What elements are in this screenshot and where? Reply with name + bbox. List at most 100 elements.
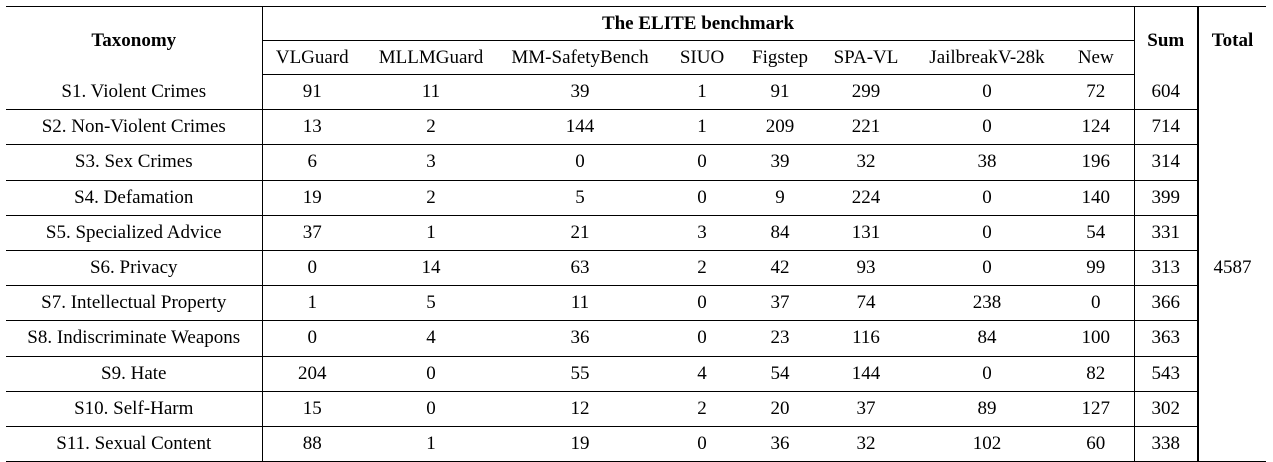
count-cell: 0 xyxy=(660,144,744,181)
count-cell: 91 xyxy=(262,74,362,111)
sum-cell: 313 xyxy=(1134,250,1200,287)
table-row: S6. Privacy 0 14 63 2 42 93 0 99 313 xyxy=(6,250,1266,287)
count-cell: 1 xyxy=(262,285,362,322)
count-cell: 39 xyxy=(744,144,816,181)
count-cell: 196 xyxy=(1058,144,1135,181)
taxonomy-label: S9. Hate xyxy=(6,356,263,392)
count-cell: 127 xyxy=(1058,391,1135,427)
count-cell: 0 xyxy=(262,250,362,287)
count-cell: 93 xyxy=(816,250,916,287)
count-cell: 20 xyxy=(744,391,816,427)
count-cell: 9 xyxy=(744,180,816,216)
count-cell: 37 xyxy=(744,285,816,322)
count-cell: 37 xyxy=(262,215,362,251)
count-cell: 2 xyxy=(362,180,500,216)
taxonomy-label: S4. Defamation xyxy=(6,180,263,216)
table-row: S7. Intellectual Property 1 5 11 0 37 74 238 0 36… xyxy=(6,285,1266,322)
count-cell: 0 xyxy=(660,180,744,216)
table-row: S2. Non-Violent Crimes 13 2 144 1 209 221 0 124 7… xyxy=(6,109,1266,146)
count-cell: 0 xyxy=(916,215,1058,251)
count-cell: 32 xyxy=(816,144,916,181)
count-cell: 0 xyxy=(500,144,660,181)
count-cell: 12 xyxy=(500,391,660,427)
taxonomy-label: S11. Sexual Content xyxy=(6,426,263,462)
count-cell: 13 xyxy=(262,109,362,146)
count-cell: 2 xyxy=(660,250,744,287)
count-cell: 1 xyxy=(660,109,744,146)
sum-cell: 363 xyxy=(1134,320,1200,357)
count-cell: 60 xyxy=(1058,426,1135,462)
count-cell: 88 xyxy=(262,426,362,462)
table-row: S8. Indiscriminate Weapons 0 4 36 0 23 116 84 10… xyxy=(6,320,1266,357)
source-header-new: New xyxy=(1058,41,1135,75)
count-cell: 0 xyxy=(362,391,500,427)
count-cell: 84 xyxy=(744,215,816,251)
count-cell: 1 xyxy=(362,215,500,251)
total-header: Total xyxy=(1198,6,1267,75)
sum-cell: 302 xyxy=(1134,391,1200,427)
count-cell: 0 xyxy=(916,74,1058,111)
sum-cell: 314 xyxy=(1134,144,1200,181)
sum-cell: 399 xyxy=(1134,180,1200,216)
taxonomy-label: S1. Violent Crimes xyxy=(6,74,263,111)
source-header-mllmguard: MLLMGuard xyxy=(362,41,500,75)
count-cell: 0 xyxy=(1058,285,1135,322)
count-cell: 54 xyxy=(1058,215,1135,251)
taxonomy-label: S10. Self-Harm xyxy=(6,391,263,427)
count-cell: 23 xyxy=(744,320,816,357)
table-row: S9. Hate 204 0 55 4 54 144 0 82 543 xyxy=(6,356,1266,392)
count-cell: 39 xyxy=(500,74,660,111)
taxonomy-label: S8. Indiscriminate Weapons xyxy=(6,320,263,357)
source-header-mm-safetybench: MM-SafetyBench xyxy=(500,41,660,75)
count-cell: 131 xyxy=(816,215,916,251)
table-row: S1. Violent Crimes 91 11 39 1 91 299 0 72 604 4587 xyxy=(6,74,1267,462)
count-cell: 221 xyxy=(816,109,916,146)
count-cell: 224 xyxy=(816,180,916,216)
sum-cell: 714 xyxy=(1134,109,1200,146)
count-cell: 144 xyxy=(816,356,916,392)
count-cell: 91 xyxy=(744,74,816,111)
table-row: S11. Sexual Content 88 1 19 0 36 32 102 60 338 xyxy=(6,426,1266,462)
count-cell: 19 xyxy=(500,426,660,462)
count-cell: 5 xyxy=(362,285,500,322)
benchmark-group-rule xyxy=(262,40,1134,41)
benchmark-group-title: The ELITE benchmark xyxy=(601,13,795,34)
count-cell: 63 xyxy=(500,250,660,287)
sum-cell: 331 xyxy=(1134,215,1200,251)
sum-cell: 604 xyxy=(1134,74,1200,111)
count-cell: 82 xyxy=(1058,356,1135,392)
count-cell: 36 xyxy=(744,426,816,462)
taxonomy-header: Taxonomy xyxy=(6,6,263,75)
count-cell: 140 xyxy=(1058,180,1135,216)
count-cell: 0 xyxy=(660,285,744,322)
table-row: S4. Defamation 19 2 5 0 9 224 0 140 399 xyxy=(6,180,1266,216)
count-cell: 11 xyxy=(362,74,500,111)
count-cell: 84 xyxy=(916,320,1058,357)
count-cell: 116 xyxy=(816,320,916,357)
source-header-row: VLGuard MLLMGuard MM-SafetyBench SIUO Figste… xyxy=(6,41,1266,75)
count-cell: 4 xyxy=(660,356,744,392)
taxonomy-label: S2. Non-Violent Crimes xyxy=(6,109,263,146)
sum-cell: 543 xyxy=(1134,356,1200,392)
count-cell: 54 xyxy=(744,356,816,392)
benchmark-group-header: The ELITE benchmark xyxy=(262,6,1135,41)
count-cell: 19 xyxy=(262,180,362,216)
count-cell: 6 xyxy=(262,144,362,181)
sum-cell: 366 xyxy=(1134,285,1200,322)
count-cell: 1 xyxy=(362,426,500,462)
count-cell: 55 xyxy=(500,356,660,392)
count-cell: 0 xyxy=(660,320,744,357)
count-cell: 209 xyxy=(744,109,816,146)
count-cell: 102 xyxy=(916,426,1058,462)
table-row: S5. Specialized Advice 37 1 21 3 84 131 0 54 331 xyxy=(6,215,1266,251)
count-cell: 72 xyxy=(1058,74,1135,111)
sum-header: Sum xyxy=(1134,6,1200,75)
source-header-siuo: SIUO xyxy=(660,41,744,75)
source-header-figstep: Figstep xyxy=(744,41,816,75)
elite-benchmark-table-container: Taxonomy The ELITE benchmark Sum Total V… xyxy=(6,6,1267,462)
taxonomy-label: S7. Intellectual Property xyxy=(6,285,263,322)
total-cell: 4587 xyxy=(1198,74,1267,462)
count-cell: 89 xyxy=(916,391,1058,427)
count-cell: 0 xyxy=(660,426,744,462)
count-cell: 74 xyxy=(816,285,916,322)
